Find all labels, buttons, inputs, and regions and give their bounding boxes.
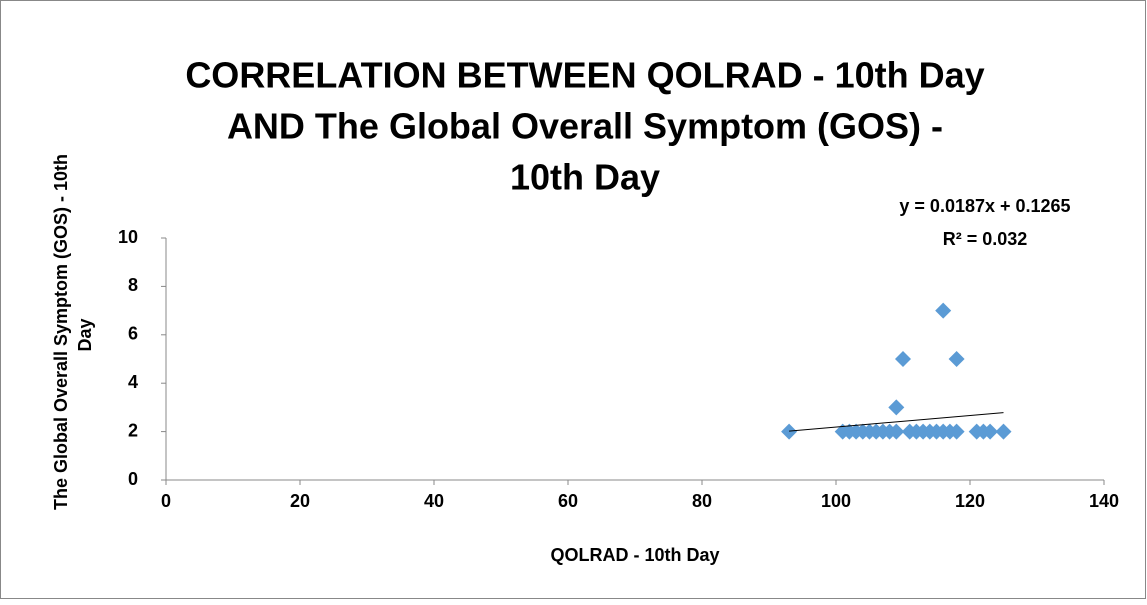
y-tick-label: 2	[128, 420, 138, 440]
data-point	[888, 423, 905, 440]
y-axis-label: The Global Overall Symptom (GOS) - 10th	[51, 154, 71, 510]
x-tick-label: 40	[424, 491, 444, 511]
y-tick-label: 10	[118, 227, 138, 247]
trendline	[789, 412, 1004, 432]
y-axis-label: Day	[75, 318, 95, 351]
data-point	[948, 423, 965, 440]
x-axis-label: QOLRAD - 10th Day	[550, 545, 719, 565]
trendline-equation: y = 0.0187x + 0.1265	[899, 196, 1070, 216]
chart-title: CORRELATION BETWEEN QOLRAD - 10th Day	[185, 55, 984, 96]
x-tick-label: 0	[161, 491, 171, 511]
data-point	[781, 423, 798, 440]
chart-title: 10th Day	[510, 157, 660, 198]
chart-title: AND The Global Overall Symptom (GOS) -	[227, 106, 943, 147]
data-point	[995, 423, 1012, 440]
y-tick-label: 0	[128, 469, 138, 489]
data-point	[982, 423, 999, 440]
data-point	[948, 351, 965, 367]
y-tick-label: 6	[128, 324, 138, 344]
y-tick-label: 4	[128, 372, 138, 392]
data-point	[935, 302, 952, 319]
x-tick-label: 100	[821, 491, 851, 511]
x-tick-label: 80	[692, 491, 712, 511]
y-tick-label: 8	[128, 275, 138, 295]
x-tick-label: 20	[290, 491, 310, 511]
x-tick-label: 60	[558, 491, 578, 511]
data-point	[895, 351, 911, 367]
data-point	[888, 399, 905, 416]
trendline-r-squared: R² = 0.032	[943, 229, 1028, 249]
x-tick-label: 120	[955, 491, 985, 511]
x-tick-label: 140	[1089, 491, 1119, 511]
